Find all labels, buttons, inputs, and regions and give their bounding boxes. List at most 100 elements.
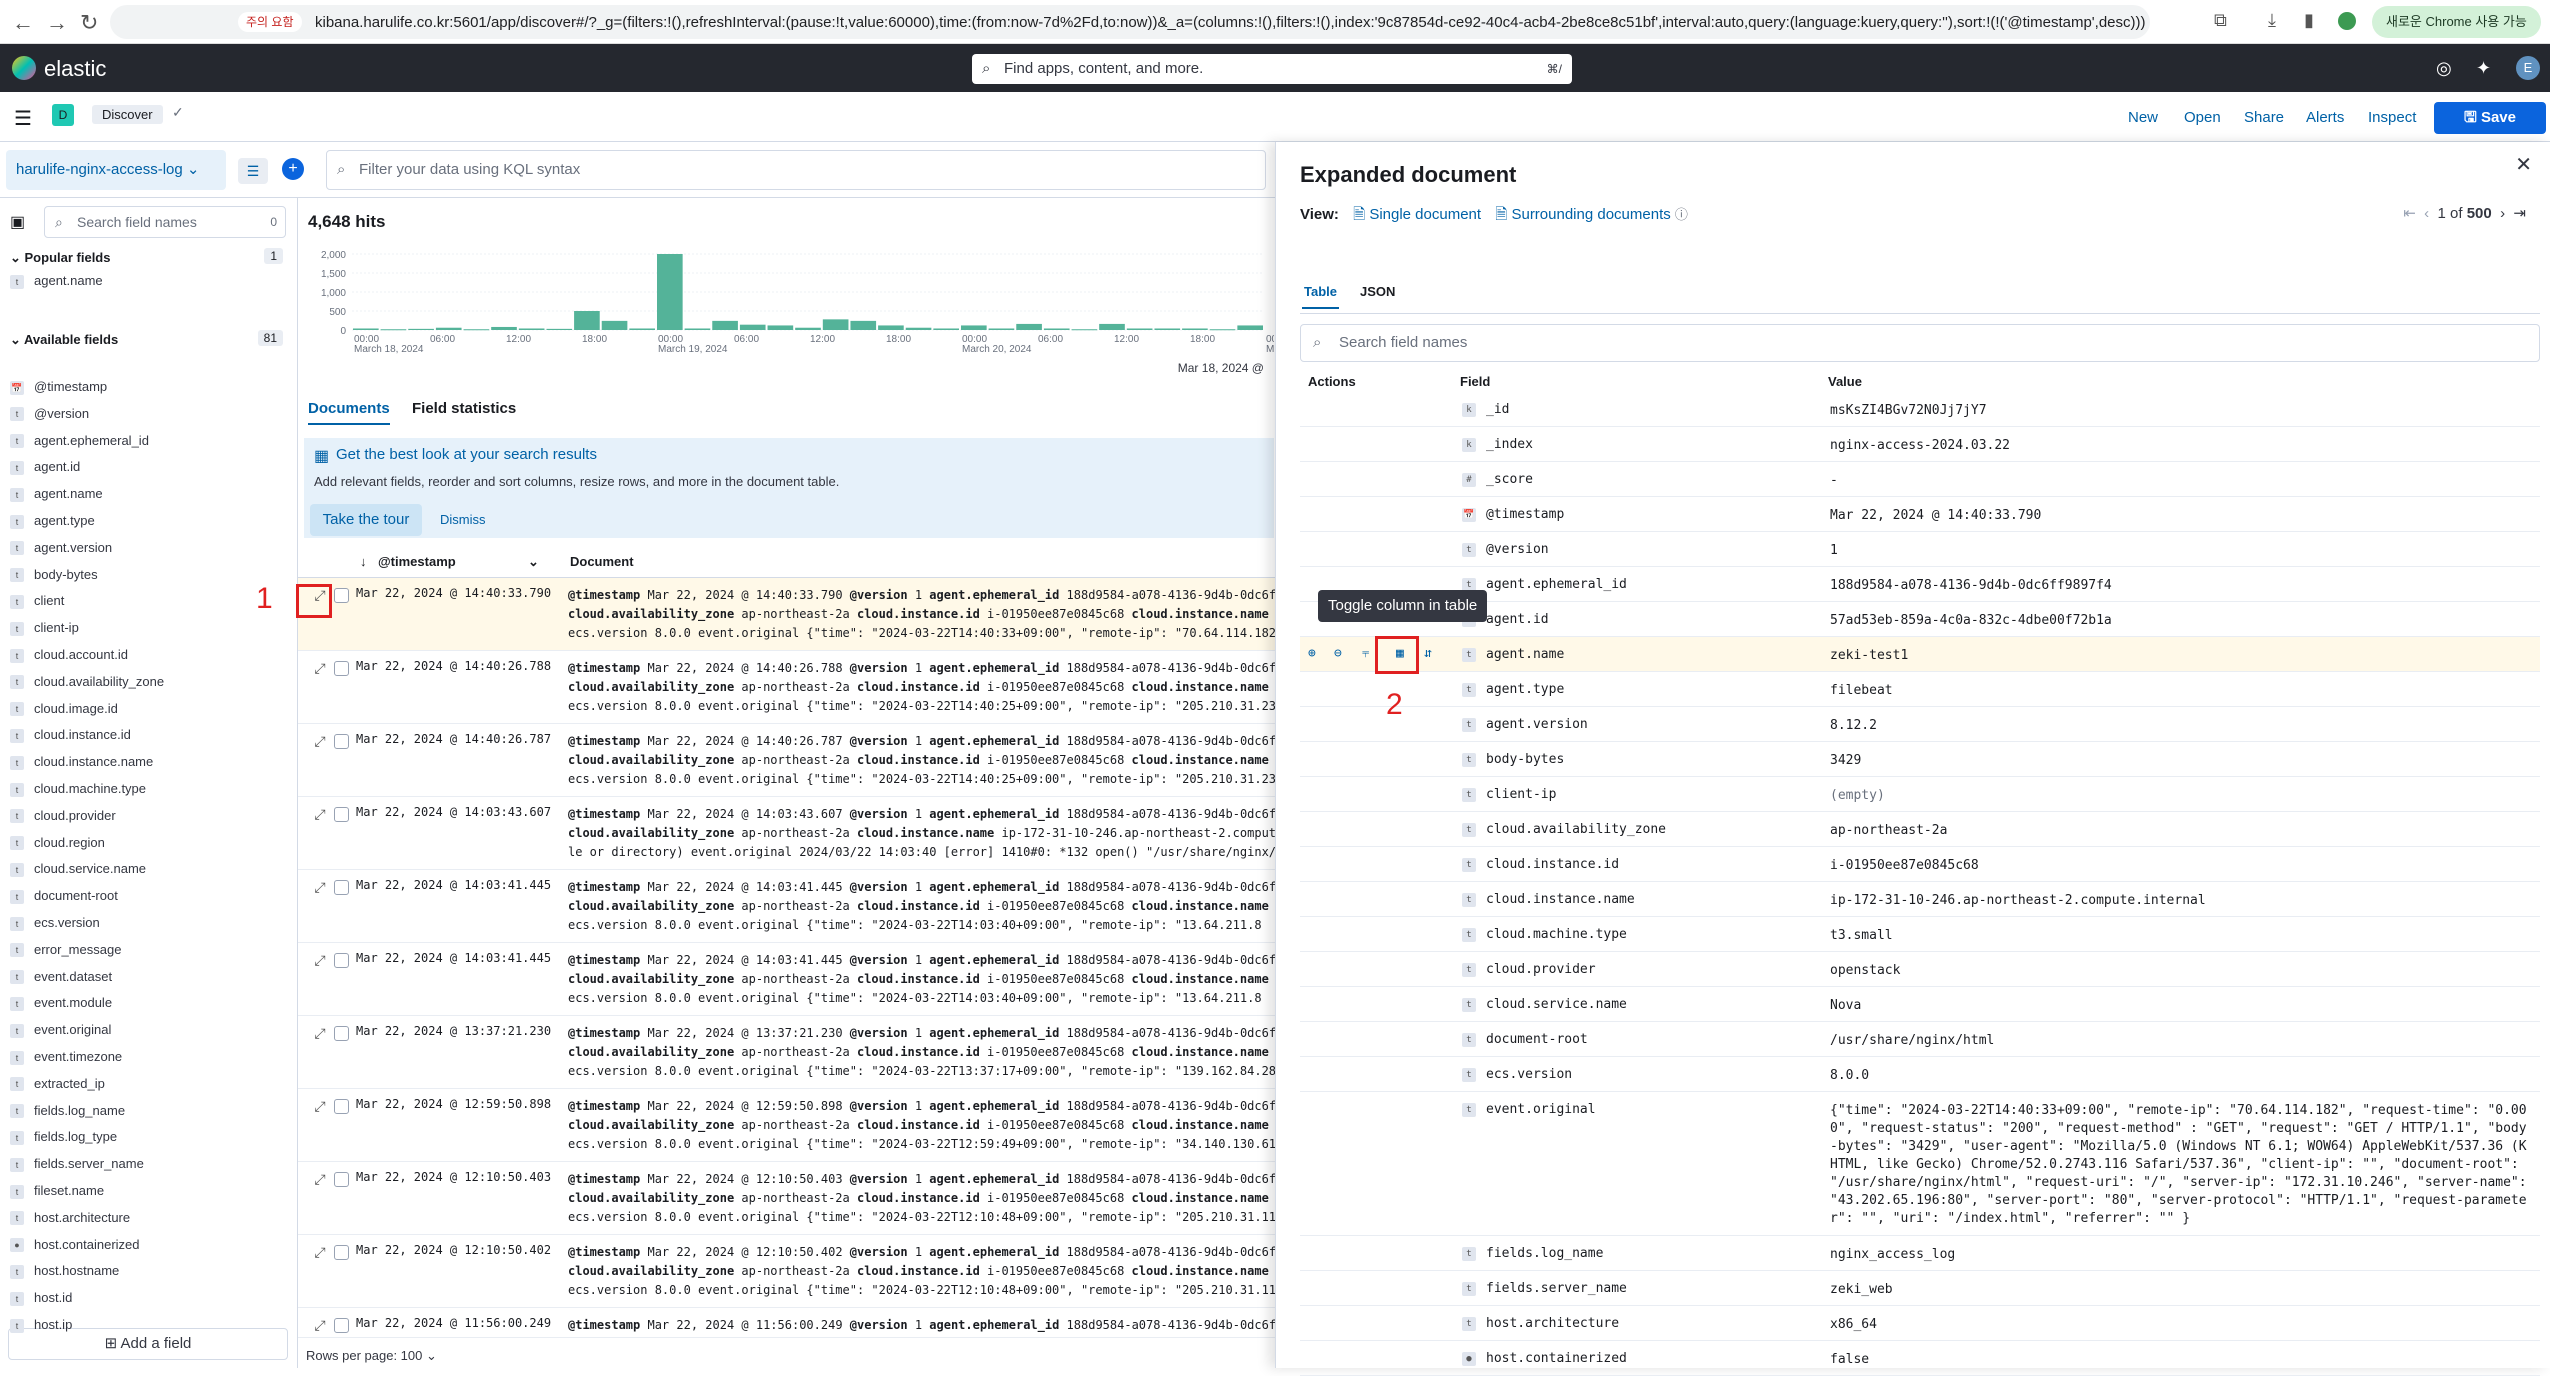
expand-row-icon[interactable]: ⤢	[314, 1318, 326, 1334]
field-item[interactable]: t cloud.availability_zone	[10, 669, 164, 695]
popular-fields-header[interactable]: ⌄ Popular fields	[10, 250, 111, 265]
row-checkbox[interactable]	[334, 1318, 349, 1333]
field-item[interactable]: t client	[10, 588, 64, 614]
expand-row-icon[interactable]: ⤢	[314, 588, 326, 604]
expand-row-icon[interactable]: ⤢	[314, 880, 326, 896]
field-item[interactable]: t agent.name	[10, 268, 103, 294]
flyout-field-row[interactable]: t body-bytes 3429	[1300, 742, 2540, 777]
flyout-field-row[interactable]: t cloud.availability_zone ap-northeast-2a	[1300, 812, 2540, 847]
table-row[interactable]: ⤢ Mar 22, 2024 @ 14:03:41.445 @timestamp M…	[298, 870, 1275, 943]
toggle-column-icon[interactable]: ▦	[1396, 646, 1404, 661]
filter-options-icon[interactable]: ☰	[238, 158, 268, 184]
field-item[interactable]: ● host.containerized	[10, 1232, 140, 1258]
histogram-bar[interactable]	[546, 328, 573, 330]
available-fields-header[interactable]: ⌄ Available fields	[10, 332, 119, 347]
histogram-bar[interactable]	[1154, 328, 1181, 330]
flyout-field-row[interactable]: t host.architecture x86_64	[1300, 1306, 2540, 1341]
col-header-timestamp[interactable]: @timestamp	[378, 554, 456, 569]
profile-avatar[interactable]	[2338, 12, 2356, 30]
field-item[interactable]: t event.timezone	[10, 1044, 122, 1070]
url-text[interactable]: kibana.harulife.co.kr:5601/app/discover#…	[315, 14, 2146, 31]
flyout-field-row[interactable]: ● host.containerized false	[1300, 1341, 2540, 1376]
reload-icon[interactable]: ↻	[80, 10, 99, 35]
field-item[interactable]: t cloud.instance.name	[10, 749, 153, 775]
field-search-input[interactable]: ⌕ Search field names 0	[44, 206, 286, 238]
histogram-bar[interactable]	[353, 328, 379, 330]
expand-row-icon[interactable]: ⤢	[314, 734, 326, 750]
field-item[interactable]: t error_message	[10, 937, 121, 963]
flyout-field-row[interactable]: t agent.ephemeral_id 188d9584-a078-4136-9d…	[1300, 567, 2540, 602]
histogram-chart[interactable]: 2,000 1,500 1,000 500 0 00:00 06:00 12:00 18:00 0…	[304, 246, 1274, 376]
open-link[interactable]: Open	[2184, 109, 2221, 126]
add-filter-icon[interactable]: +	[282, 158, 304, 180]
row-checkbox[interactable]	[334, 661, 349, 676]
field-item[interactable]: t client-ip	[10, 615, 79, 641]
filter-in-icon[interactable]: ⊕	[1308, 646, 1316, 661]
flyout-field-row[interactable]: t event.original {"time": "2024-03-22T14:4…	[1300, 1092, 2540, 1236]
histogram-bar[interactable]	[408, 328, 434, 330]
histogram-bar[interactable]	[1016, 323, 1042, 330]
flyout-field-row[interactable]: ⊕ ⊖ ⫧ ▦ ⇵ t agent.name zeki-test1	[1300, 637, 2540, 672]
last-page-icon[interactable]: ⇥	[2513, 205, 2526, 222]
expand-row-icon[interactable]: ⤢	[314, 1245, 326, 1261]
table-row[interactable]: ⤢ Mar 22, 2024 @ 14:40:26.787 @timestamp M…	[298, 724, 1275, 797]
add-field-button[interactable]: ⊞ Add a field	[8, 1328, 288, 1360]
tab-json[interactable]: JSON	[1360, 284, 1396, 299]
row-checkbox[interactable]	[334, 1172, 349, 1187]
flyout-field-row[interactable]: t cloud.provider openstack	[1300, 952, 2540, 987]
table-row[interactable]: ⤢ Mar 22, 2024 @ 14:03:41.445 @timestamp M…	[298, 943, 1275, 1016]
kql-search-input[interactable]: ⌕ Filter your data using KQL syntax	[326, 150, 1266, 190]
histogram-bar[interactable]	[380, 329, 407, 331]
expand-row-icon[interactable]: ⤢	[314, 807, 326, 823]
flyout-field-row[interactable]: t fields.log_name nginx_access_log	[1300, 1236, 2540, 1271]
flyout-field-row[interactable]: # _score -	[1300, 462, 2540, 497]
filter-exists-icon[interactable]: ⫧	[1362, 646, 1370, 661]
expand-row-icon[interactable]: ⤢	[314, 953, 326, 969]
flyout-field-row[interactable]: 📅 @timestamp Mar 22, 2024 @ 14:40:33.790	[1300, 497, 2540, 532]
histogram-bar[interactable]	[988, 328, 1015, 330]
field-item[interactable]: t body-bytes	[10, 562, 98, 588]
flyout-field-row[interactable]: t agent.version 8.12.2	[1300, 707, 2540, 742]
row-checkbox[interactable]	[334, 1026, 349, 1041]
field-item[interactable]: t fields.log_type	[10, 1124, 117, 1150]
filter-out-icon[interactable]: ⊖	[1334, 646, 1342, 661]
histogram-bar[interactable]	[1237, 325, 1263, 330]
field-item[interactable]: t event.dataset	[10, 964, 112, 990]
menu-icon[interactable]: ☰	[14, 108, 32, 130]
address-bar[interactable]: 주의 요함 kibana.harulife.co.kr:5601/app/dis…	[110, 5, 2150, 39]
field-item[interactable]: t cloud.provider	[10, 803, 116, 829]
help-icon[interactable]: ◎	[2436, 58, 2452, 78]
user-avatar[interactable]: E	[2516, 56, 2540, 80]
field-item[interactable]: t @version	[10, 401, 89, 427]
alerts-link[interactable]: Alerts	[2306, 109, 2345, 126]
save-button[interactable]: 🖫 Save	[2434, 102, 2546, 134]
histogram-bar[interactable]	[657, 254, 683, 330]
field-item[interactable]: 📅 @timestamp	[10, 374, 107, 400]
field-item[interactable]: t agent.name	[10, 481, 103, 507]
histogram-bar[interactable]	[1209, 329, 1236, 331]
inspect-link[interactable]: Inspect	[2368, 109, 2417, 126]
col-header-document[interactable]: Document	[570, 554, 634, 569]
flyout-field-row[interactable]: k _id msKsZI4BGv72N0Jj7jY7	[1300, 392, 2540, 427]
expand-row-icon[interactable]: ⤢	[314, 1099, 326, 1115]
flyout-field-row[interactable]: t fields.server_name zeki_web	[1300, 1271, 2540, 1306]
flyout-field-row[interactable]: t cloud.machine.type t3.small	[1300, 917, 2540, 952]
histogram-bar[interactable]	[435, 327, 462, 330]
histogram-bar[interactable]	[518, 328, 545, 330]
field-item[interactable]: t agent.id	[10, 454, 80, 480]
flyout-field-row[interactable]: t ecs.version 8.0.0	[1300, 1057, 2540, 1092]
histogram-bar[interactable]	[933, 328, 959, 330]
field-item[interactable]: t document-root	[10, 883, 118, 909]
field-item[interactable]: t host.architecture	[10, 1205, 130, 1231]
field-item[interactable]: t cloud.instance.id	[10, 722, 131, 748]
field-item[interactable]: t agent.ephemeral_id	[10, 428, 149, 454]
histogram-bar[interactable]	[795, 327, 821, 330]
histogram-bar[interactable]	[1043, 328, 1070, 330]
field-item[interactable]: t fields.server_name	[10, 1151, 144, 1177]
elastic-logo-text[interactable]: elastic	[44, 56, 107, 81]
field-item[interactable]: t cloud.image.id	[10, 696, 118, 722]
row-checkbox[interactable]	[334, 588, 349, 603]
flyout-field-row[interactable]: t document-root/usr/share/nginx/html	[1300, 1022, 2540, 1057]
field-item[interactable]: t cloud.machine.type	[10, 776, 146, 802]
dismiss-button[interactable]: Dismiss	[440, 512, 486, 527]
